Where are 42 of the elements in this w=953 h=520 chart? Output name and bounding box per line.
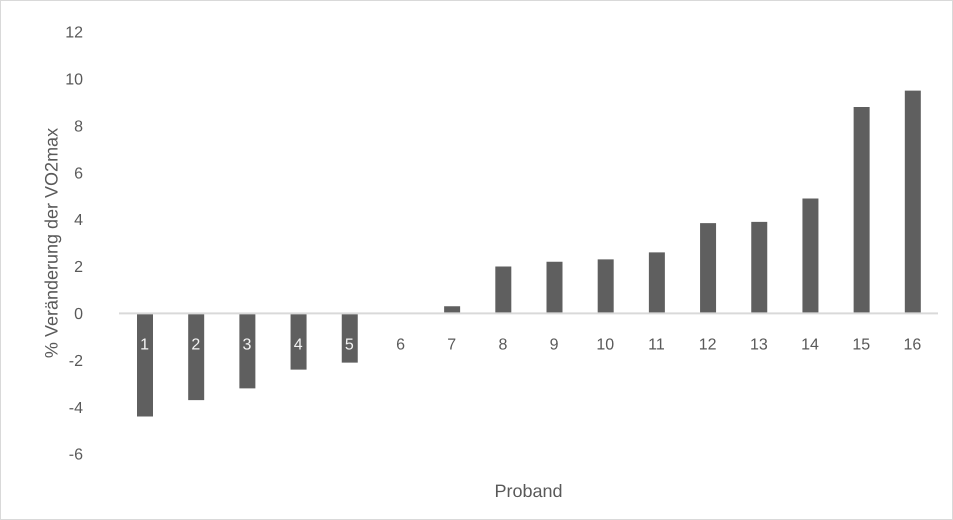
bar xyxy=(342,313,358,363)
bar xyxy=(137,313,153,416)
bar xyxy=(546,262,562,314)
x-tick-label: 16 xyxy=(904,336,922,354)
bar xyxy=(648,252,665,314)
bar xyxy=(904,90,921,314)
x-tick-label: 3 xyxy=(242,336,252,354)
y-tick-label: 2 xyxy=(74,259,84,276)
y-tick-label: -6 xyxy=(68,446,84,464)
bar xyxy=(700,223,716,314)
x-axis-title: Proband xyxy=(494,481,563,501)
x-tick-label: 10 xyxy=(596,336,614,354)
bar xyxy=(802,198,818,314)
bar xyxy=(239,313,256,388)
x-tick-label: 15 xyxy=(852,336,870,354)
x-tick-label: 2 xyxy=(191,336,200,354)
bar xyxy=(751,222,768,314)
y-axis-title: % Veränderung der VO2max xyxy=(41,128,62,358)
x-tick-label: 6 xyxy=(396,336,406,354)
x-tick-label: 11 xyxy=(648,336,665,354)
x-tick-label: 12 xyxy=(698,336,717,354)
x-tick-label: 1 xyxy=(140,336,150,354)
y-tick-label: -4 xyxy=(68,400,84,417)
bar xyxy=(854,107,870,314)
y-tick-label: 4 xyxy=(74,212,84,230)
bar xyxy=(495,266,512,314)
bar xyxy=(290,313,307,370)
y-tick-label: 10 xyxy=(65,72,84,89)
bar xyxy=(598,259,614,314)
y-tick-label: 12 xyxy=(65,24,84,42)
x-tick-label: 5 xyxy=(344,336,354,354)
x-tick-label: 8 xyxy=(498,336,508,354)
bar xyxy=(188,313,204,400)
x-tick-label: 4 xyxy=(294,336,303,354)
x-tick-label: 13 xyxy=(750,336,768,354)
y-tick-label: 8 xyxy=(74,118,84,136)
y-tick-label: -2 xyxy=(68,352,84,370)
x-tick-label: 7 xyxy=(447,336,456,354)
y-tick-label: 6 xyxy=(74,165,84,182)
x-tick-label: 9 xyxy=(550,336,559,354)
x-tick-label: 14 xyxy=(801,336,820,354)
y-tick-label: 0 xyxy=(74,306,84,324)
